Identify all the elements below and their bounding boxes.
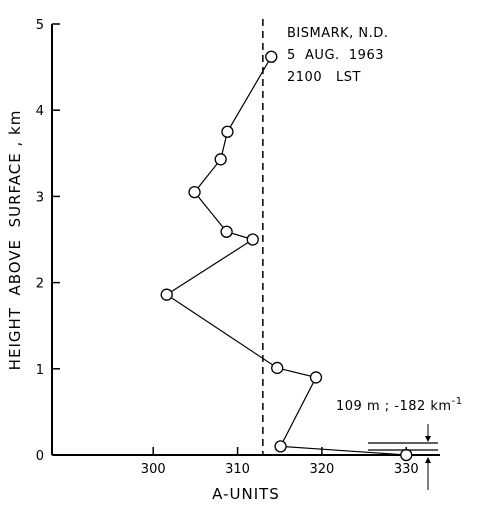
- data-point: [400, 448, 413, 462]
- date-label: 5 AUG. 1963: [287, 48, 384, 63]
- x-tick-label: 320: [309, 462, 334, 477]
- data-point: [309, 371, 323, 384]
- data-point: [221, 125, 234, 138]
- x-tick-label: 310: [225, 462, 250, 477]
- y-tick-label: 3: [36, 190, 44, 205]
- y-axis-title: HEIGHT ABOVE SURFACE , km: [6, 110, 24, 371]
- x-tick-label: 330: [394, 462, 419, 477]
- data-point: [220, 225, 233, 238]
- x-ticks: 300 310 320 330: [141, 447, 419, 477]
- data-point: [274, 440, 287, 453]
- y-tick-label: 4: [36, 104, 44, 119]
- x-tick-label: 300: [141, 462, 166, 477]
- surface-layer-label: 109 m ; -182 km-1: [336, 396, 463, 414]
- series-points: [160, 50, 413, 462]
- series-line: [165, 56, 407, 456]
- location-label: BISMARK, N.D.: [287, 26, 388, 41]
- data-point: [246, 233, 259, 246]
- data-point: [188, 185, 201, 199]
- data-point: [160, 288, 173, 301]
- y-ticks: 0 1 2 3 4 5: [36, 18, 60, 464]
- y-tick-label: 0: [36, 449, 44, 464]
- surface-layer-marker: [368, 424, 438, 490]
- data-point: [271, 361, 284, 375]
- time-label: 2100 LST: [287, 70, 361, 85]
- x-axis-title: A-UNITS: [212, 485, 280, 503]
- y-tick-label: 1: [36, 363, 44, 378]
- data-point: [214, 153, 227, 166]
- y-tick-label: 2: [36, 277, 44, 292]
- data-point: [265, 50, 278, 63]
- y-tick-label: 5: [36, 18, 44, 33]
